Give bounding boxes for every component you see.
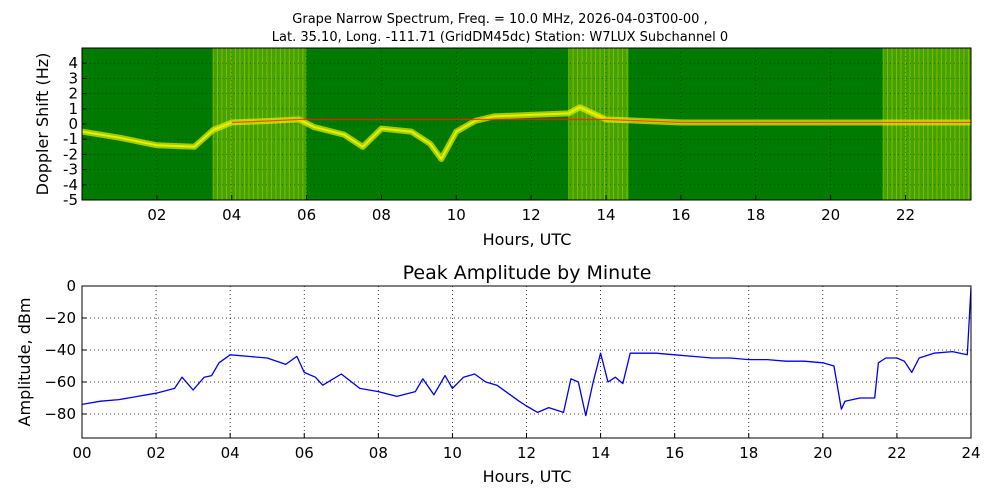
x-tick-label: 22 — [887, 444, 906, 462]
amplitude-y-axis-label: Amplitude, dBm — [15, 298, 34, 427]
y-tick-label: 0 — [66, 277, 76, 295]
y-tick-label: -4 — [63, 176, 78, 194]
amplitude-x-ticks: 00 02 04 06 08 10 12 14 16 18 20 22 24 — [72, 433, 981, 462]
x-tick-label: 18 — [739, 444, 758, 462]
x-tick-label: 24 — [961, 444, 980, 462]
y-tick-label: 2 — [68, 85, 78, 103]
x-tick-label: 08 — [372, 206, 391, 224]
x-tick-label: 08 — [369, 444, 388, 462]
spectrum-title-line-2: Lat. 35.10, Long. -111.71 (GridDM45dc) S… — [271, 30, 729, 45]
x-tick-label: 14 — [596, 206, 615, 224]
doppler-peak-line — [231, 118, 971, 124]
amplitude-panel: Peak Amplitude by Minute 00 02 04 06 08 10 12 1… — [15, 262, 981, 486]
x-tick-label: 22 — [896, 206, 915, 224]
y-tick-label: 1 — [68, 100, 78, 118]
y-tick-label: 0 — [68, 115, 78, 133]
x-tick-label: 12 — [522, 206, 541, 224]
y-tick-label: -5 — [63, 191, 78, 209]
amplitude-line — [82, 287, 971, 417]
y-tick-label: -3 — [63, 161, 78, 179]
x-tick-label: 02 — [147, 206, 166, 224]
y-tick-label: -1 — [63, 130, 78, 148]
y-tick-label: −20 — [44, 309, 76, 327]
y-tick-label: −60 — [44, 373, 76, 391]
spectrogram-y-axis-label: Doppler Shift (Hz) — [33, 53, 52, 196]
amplitude-series — [82, 287, 971, 417]
spectrogram-x-ticks: 02 04 06 08 10 12 14 16 18 20 22 — [147, 195, 915, 224]
x-tick-label: 02 — [147, 444, 166, 462]
x-tick-label: 04 — [221, 444, 240, 462]
y-tick-label: 4 — [68, 54, 78, 72]
x-tick-label: 20 — [813, 444, 832, 462]
x-tick-label: 16 — [665, 444, 684, 462]
x-tick-label: 00 — [72, 444, 91, 462]
x-tick-label: 04 — [222, 206, 241, 224]
y-tick-label: −80 — [44, 405, 76, 423]
doppler-trace — [82, 104, 971, 162]
x-tick-label: 18 — [746, 206, 765, 224]
x-tick-label: 10 — [447, 206, 466, 224]
y-tick-label: -2 — [63, 145, 78, 163]
x-tick-label: 14 — [591, 444, 610, 462]
x-tick-label: 06 — [297, 206, 316, 224]
x-tick-label: 16 — [671, 206, 690, 224]
amplitude-x-axis-label: Hours, UTC — [483, 467, 572, 486]
spectrogram-noise-bands — [212, 48, 971, 200]
spectrum-title-line-1: Grape Narrow Spectrum, Freq. = 10.0 MHz,… — [292, 12, 708, 27]
x-tick-label: 20 — [821, 206, 840, 224]
amplitude-chart-title: Peak Amplitude by Minute — [403, 262, 652, 284]
x-tick-label: 06 — [295, 444, 314, 462]
y-tick-label: −40 — [44, 341, 76, 359]
y-tick-label: 3 — [68, 69, 78, 87]
x-tick-label: 10 — [443, 444, 462, 462]
spectrogram-x-axis-label: Hours, UTC — [483, 230, 572, 249]
x-tick-label: 12 — [517, 444, 536, 462]
amplitude-y-ticks: 0 −20 −40 −60 −80 — [44, 277, 87, 423]
